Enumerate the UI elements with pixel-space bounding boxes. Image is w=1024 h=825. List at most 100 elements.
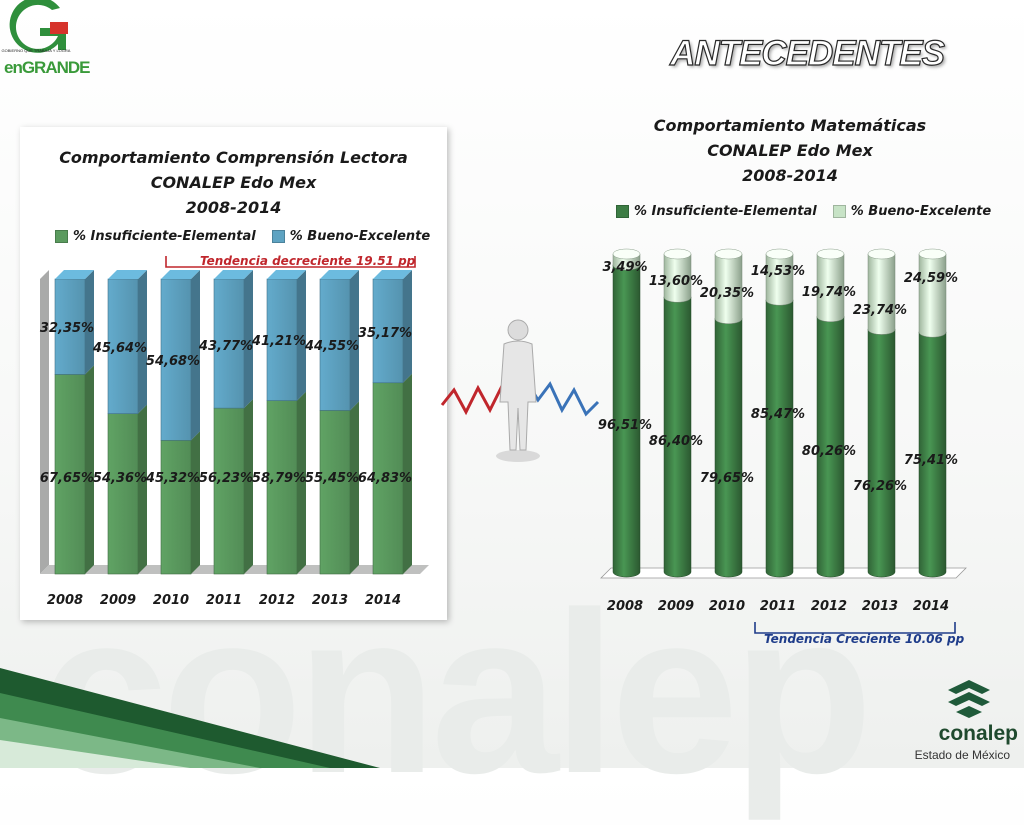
mate-bar-2010-series-0 xyxy=(714,313,743,578)
conalep-logo: conalep Estado de México xyxy=(904,678,1024,768)
legend-item-insuficiente: % Insuficiente-Elemental xyxy=(55,229,256,244)
mate-bar-2014-series-1 xyxy=(918,248,947,338)
mate-bar-2013-series-1 xyxy=(867,248,896,335)
lectura-bar-2011-series-0 xyxy=(213,399,253,575)
lectura-tick-2008: 2008 xyxy=(47,593,83,608)
chart-mate-title-line-2: CONALEP Edo Mex xyxy=(707,141,873,160)
legend-label: % Bueno-Excelente xyxy=(850,204,992,219)
lectura-bar-2012-series-1 xyxy=(266,270,306,401)
lectura-bar-2008-series-1 xyxy=(54,270,94,375)
chart-mate-title-line-1: Comportamiento Matemáticas xyxy=(653,116,927,135)
mate-label-2009-bueno: 13,60% xyxy=(649,274,703,289)
mate-bar-2011-series-0 xyxy=(765,294,794,578)
lectura-label-2011-bueno: 43,77% xyxy=(198,339,253,354)
legend-label: % Insuficiente-Elemental xyxy=(634,204,817,219)
person-trend-figure-icon xyxy=(440,319,600,462)
mate-label-2011-insuficiente: 85,47% xyxy=(751,407,805,422)
lectura-label-2012-bueno: 41,21% xyxy=(251,334,306,349)
lectura-bar-2008-series-0 xyxy=(54,365,94,575)
legend-swatch-icon xyxy=(55,230,68,243)
lectura-label-2013-insuficiente: 55,45% xyxy=(305,471,359,486)
left-wall xyxy=(40,270,49,574)
lectura-bar-2009-series-1 xyxy=(107,270,147,414)
legend-swatch-icon xyxy=(616,205,629,218)
mate-label-2013-bueno: 23,74% xyxy=(853,303,907,318)
mate-label-2014-bueno: 24,59% xyxy=(904,271,958,286)
chart-mate-title-line-3: 2008-2014 xyxy=(742,166,838,185)
legend-item-bueno: % Bueno-Excelente xyxy=(271,229,431,244)
lectura-tick-2009: 2009 xyxy=(100,593,136,608)
lectura-tick-2012: 2012 xyxy=(259,593,295,608)
chart-lectura-annotation: Tendencia decreciente 19.51 pp xyxy=(200,254,416,268)
legend-swatch-icon xyxy=(832,205,846,218)
mate-bar-2010-series-1 xyxy=(714,248,743,324)
lectura-label-2011-insuficiente: 56,23% xyxy=(199,471,253,486)
chart-lectura-title-line-2: CONALEP Edo Mex xyxy=(150,173,317,192)
lectura-bar-2014-series-0 xyxy=(372,373,412,575)
mate-bar-2012-series-1 xyxy=(816,248,845,323)
lectura-tick-2014: 2014 xyxy=(365,593,401,608)
page-title: ANTECEDENTES xyxy=(670,33,946,73)
lectura-tick-2010: 2010 xyxy=(153,593,189,608)
legend-item-insuficiente: % Insuficiente-Elemental xyxy=(616,204,817,219)
lectura-bar-2010-series-1 xyxy=(160,270,200,441)
mate-tick-2010: 2010 xyxy=(709,599,745,614)
conalep-emblem-icon xyxy=(948,680,990,718)
lectura-bar-2014-series-1 xyxy=(372,270,412,384)
lectura-bar-2013-series-1 xyxy=(319,270,359,411)
mate-bar-2013-series-0 xyxy=(867,324,896,578)
lectura-label-2008-insuficiente: 67,65% xyxy=(40,471,94,486)
mate-tick-2014: 2014 xyxy=(913,599,949,614)
chart-lectura-title-line-1: Comportamiento Comprensión Lectora xyxy=(59,148,408,167)
mate-trend-bracket xyxy=(754,622,956,634)
mate-label-2008-bueno: 3,49% xyxy=(602,260,647,275)
mate-label-2010-insuficiente: 79,65% xyxy=(700,471,754,486)
lectura-bar-2009-series-0 xyxy=(107,404,147,575)
lectura-label-2008-bueno: 32,35% xyxy=(40,321,94,336)
lectura-label-2014-bueno: 35,17% xyxy=(358,326,412,341)
mate-tick-2013: 2013 xyxy=(862,599,898,614)
legend-label: % Bueno-Excelente xyxy=(289,229,431,244)
mate-tick-2009: 2009 xyxy=(658,599,694,614)
mate-bar-2008-series-1 xyxy=(612,248,641,271)
green-stripes-decoration xyxy=(0,668,380,768)
lectura-label-2010-insuficiente: 45,32% xyxy=(145,471,200,486)
lectura-label-2014-insuficiente: 64,83% xyxy=(358,471,412,486)
mate-label-2013-insuficiente: 76,26% xyxy=(853,479,907,494)
lectura-label-2009-bueno: 45,64% xyxy=(92,341,147,356)
lectura-bar-2011-series-1 xyxy=(213,270,253,409)
mate-label-2012-insuficiente: 80,26% xyxy=(802,444,856,459)
mate-label-2010-bueno: 20,35% xyxy=(700,286,754,301)
chart-mate-legend: % Insuficiente-Elemental % Bueno-Excelen… xyxy=(616,204,991,219)
legend-label: % Insuficiente-Elemental xyxy=(73,229,256,244)
legend-swatch-icon xyxy=(271,230,285,243)
mate-label-2008-insuficiente: 96,51% xyxy=(598,418,652,433)
conalep-logo-word: conalep xyxy=(938,722,1018,745)
lectura-bar-2013-series-0 xyxy=(319,401,359,575)
mate-label-2012-bueno: 19,74% xyxy=(802,285,856,300)
chart-mate-annotation: Tendencia Creciente 10.06 pp xyxy=(764,632,965,646)
mate-label-2011-bueno: 14,53% xyxy=(751,264,805,279)
lectura-bar-2010-series-0 xyxy=(160,431,200,575)
lectura-tick-2011: 2011 xyxy=(206,593,242,608)
lectura-label-2012-insuficiente: 58,79% xyxy=(252,471,306,486)
chart-lectura-plot: 67,65% 32,35% 2008 54,36% 45,64% 2009 45,32% 54… xyxy=(40,256,429,608)
chart-lectura-title: Comportamiento Comprensión Lectora CONAL… xyxy=(20,145,447,220)
lectura-label-2010-bueno: 54,68% xyxy=(146,354,200,369)
mate-bar-2011-series-1 xyxy=(765,248,794,306)
logo-caption: GOBIERNO QUE TRABAJA Y LOGRA xyxy=(1,48,71,53)
chart-lectura-title-line-3: 2008-2014 xyxy=(185,198,282,217)
g-logo-icon xyxy=(9,0,68,53)
mate-tick-2011: 2011 xyxy=(760,599,796,614)
lectura-label-2013-bueno: 44,55% xyxy=(304,339,359,354)
legend-item-bueno: % Bueno-Excelente xyxy=(832,204,992,219)
mate-label-2014-insuficiente: 75,41% xyxy=(904,453,958,468)
lectura-bar-2012-series-0 xyxy=(266,391,306,575)
lectura-tick-2013: 2013 xyxy=(312,593,348,608)
gobierno-engrande-logo: GOBIERNO QUE TRABAJA Y LOGRA enGRANDE xyxy=(0,0,100,100)
conalep-logo-subtitle: Estado de México xyxy=(914,748,1010,762)
mate-bar-2009-series-1 xyxy=(663,248,692,303)
chart-lectura-legend: % Insuficiente-Elemental % Bueno-Excelen… xyxy=(55,229,430,244)
lectura-trend-bracket xyxy=(165,256,416,268)
chart-mate-title: Comportamiento Matemáticas CONALEP Edo M… xyxy=(590,113,990,188)
